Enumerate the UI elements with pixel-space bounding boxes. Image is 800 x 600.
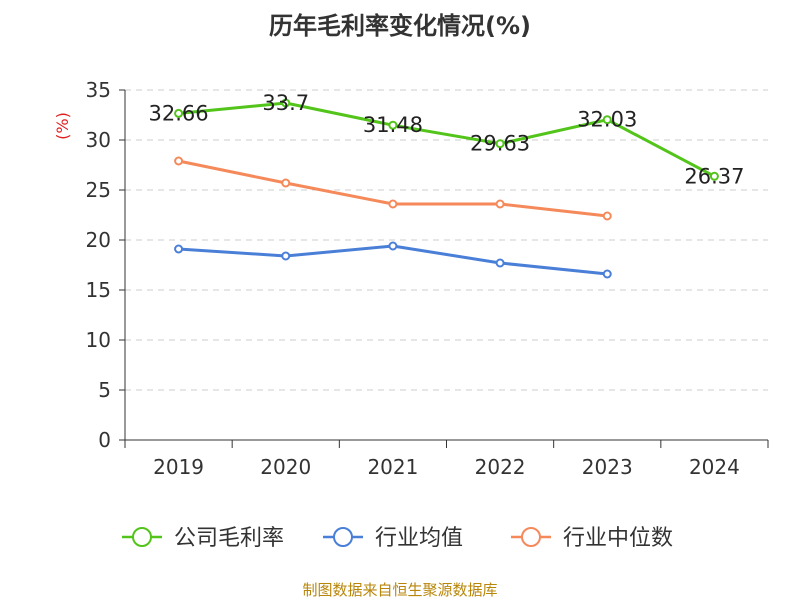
legend-marker — [333, 527, 353, 547]
y-tick-label: 0 — [98, 428, 111, 452]
series-layer: 32.66 33.7 31.48 29.63 32.03 26.37 — [149, 91, 745, 279]
series-line — [178, 101, 716, 178]
y-tick-label: 20 — [86, 228, 111, 252]
data-point — [174, 156, 184, 166]
data-point — [602, 211, 612, 221]
data-point — [388, 199, 398, 209]
legend[interactable]: 公司毛利率 行业均值 行业中位数 — [122, 526, 673, 551]
data-point — [709, 171, 719, 181]
legend-label: 公司毛利率 — [174, 526, 284, 551]
data-point — [174, 108, 184, 118]
y-axis-unit: (%) — [53, 112, 72, 140]
data-point — [602, 115, 612, 125]
data-point — [495, 199, 505, 209]
data-point — [388, 120, 398, 130]
x-tick-label: 2019 — [153, 455, 204, 479]
data-point — [495, 139, 505, 149]
chart-title: 历年毛利率变化情况(%) — [269, 12, 531, 40]
data-point — [388, 241, 398, 251]
legend-item-2[interactable]: 行业中位数 — [511, 526, 673, 551]
grid-lines — [125, 89, 768, 391]
y-tick-label: 30 — [86, 128, 111, 152]
legend-label: 行业中位数 — [563, 526, 673, 551]
x-tick-label: 2024 — [689, 455, 740, 479]
x-tick-label: 2023 — [582, 455, 633, 479]
x-tick-label: 2022 — [475, 455, 526, 479]
y-tick-label: 10 — [86, 328, 111, 352]
data-label: 26.37 — [684, 164, 744, 188]
y-tick-label: 25 — [86, 178, 111, 202]
data-label: 33.7 — [262, 91, 309, 115]
data-point — [602, 269, 612, 279]
x-tick-label: 2020 — [260, 455, 311, 479]
data-label: 29.63 — [470, 132, 530, 156]
legend-marker — [521, 527, 541, 547]
y-tick-label: 35 — [86, 78, 111, 102]
axes: 0 5 10 15 20 25 30 35 2019 2020 2021 2022 2023 2024 — [86, 78, 769, 479]
data-point — [281, 178, 291, 188]
legend-item-0[interactable]: 公司毛利率 — [122, 526, 284, 551]
data-point — [281, 98, 291, 108]
series-1 — [174, 241, 612, 279]
y-tick-label: 5 — [98, 378, 111, 402]
data-label: 31.48 — [363, 113, 423, 137]
y-tick-label: 15 — [86, 278, 111, 302]
x-tick-label: 2021 — [367, 455, 418, 479]
legend-item-1[interactable]: 行业均值 — [323, 526, 463, 551]
data-label: 32.03 — [577, 108, 637, 132]
legend-marker — [132, 527, 152, 547]
source-note: 制图数据来自恒生聚源数据库 — [302, 581, 497, 599]
legend-label: 行业均值 — [375, 526, 463, 551]
data-point — [495, 258, 505, 268]
data-point — [174, 244, 184, 254]
series-2 — [174, 156, 612, 221]
data-label: 32.66 — [149, 101, 209, 125]
series-0: 32.66 33.7 31.48 29.63 32.03 26.37 — [149, 91, 745, 188]
data-point — [281, 251, 291, 261]
